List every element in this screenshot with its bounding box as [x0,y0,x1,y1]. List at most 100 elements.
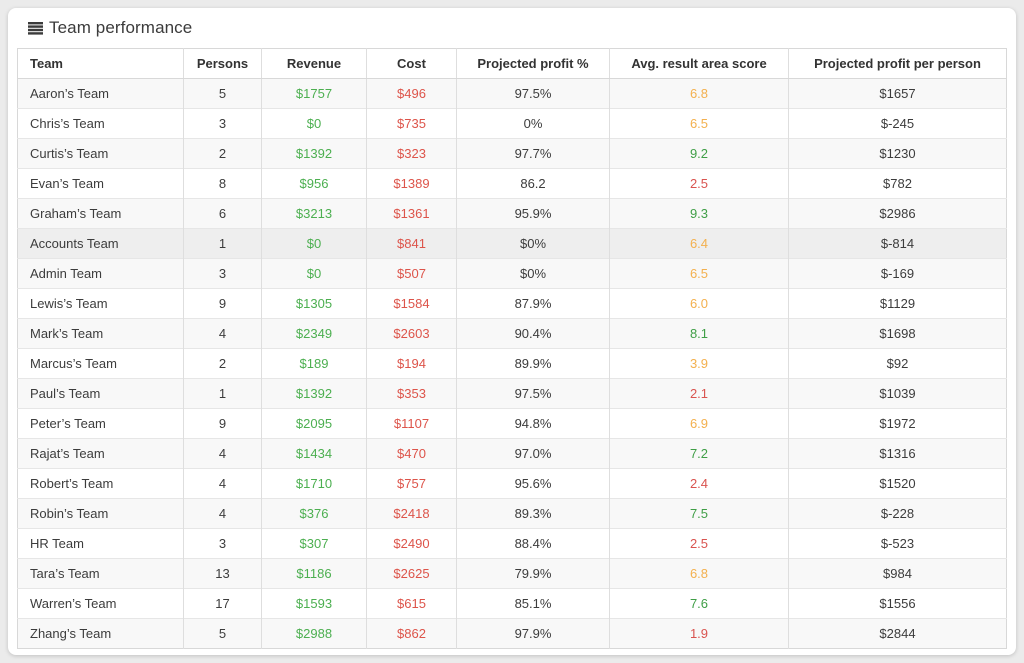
cell-cost: $1389 [366,168,457,199]
cell-team: Chris’s Team [17,108,184,139]
cell-score: 6.4 [609,228,789,259]
cell-revenue: $307 [261,528,367,559]
table-row[interactable]: Aaron’s Team 5 $1757 $496 97.5% 6.8 $1657 [17,78,1007,109]
cell-team: Robert’s Team [17,468,184,499]
cell-revenue: $1186 [261,558,367,589]
table-row[interactable]: Chris’s Team 3 $0 $735 0% 6.5 $-245 [17,108,1007,139]
cell-cost: $2418 [366,498,457,529]
cell-revenue: $1593 [261,588,367,619]
cell-profit_per_person: $-814 [788,228,1007,259]
cell-score: 9.3 [609,198,789,229]
table-row[interactable]: Curtis’s Team 2 $1392 $323 97.7% 9.2 $1230 [17,138,1007,169]
cell-cost: $2490 [366,528,457,559]
column-header-persons[interactable]: Persons [183,48,262,79]
table-row[interactable]: Peter’s Team 9 $2095 $1107 94.8% 6.9 $1972 [17,408,1007,439]
column-header-cost[interactable]: Cost [366,48,457,79]
table-row[interactable]: Warren’s Team 17 $1593 $615 85.1% 7.6 $1556 [17,588,1007,619]
table-row[interactable]: Robin’s Team 4 $376 $2418 89.3% 7.5 $-228 [17,498,1007,529]
cell-team: Evan’s Team [17,168,184,199]
cell-profit_pct: $0% [456,228,610,259]
cell-revenue: $0 [261,228,367,259]
cell-persons: 2 [183,348,262,379]
table-row[interactable]: Marcus’s Team 2 $189 $194 89.9% 3.9 $92 [17,348,1007,379]
cell-revenue: $2988 [261,618,367,649]
table-row[interactable]: HR Team 3 $307 $2490 88.4% 2.5 $-523 [17,528,1007,559]
cell-score: 9.2 [609,138,789,169]
cell-score: 6.0 [609,288,789,319]
cell-team: Aaron’s Team [17,78,184,109]
cell-score: 7.5 [609,498,789,529]
table-row[interactable]: Mark’s Team 4 $2349 $2603 90.4% 8.1 $1698 [17,318,1007,349]
cell-profit_pct: 97.9% [456,618,610,649]
cell-profit_pct: 95.9% [456,198,610,229]
cell-profit_pct: 87.9% [456,288,610,319]
cell-cost: $323 [366,138,457,169]
cell-revenue: $0 [261,258,367,289]
cell-score: 6.5 [609,108,789,139]
team-performance-table: Team Persons Revenue Cost Projected profit %… [17,48,1007,649]
cell-persons: 13 [183,558,262,589]
table-row[interactable]: Lewis’s Team 9 $1305 $1584 87.9% 6.0 $1129 [17,288,1007,319]
cell-score: 2.5 [609,168,789,199]
cell-persons: 3 [183,108,262,139]
table-row[interactable]: Tara’s Team 13 $1186 $2625 79.9% 6.8 $984 [17,558,1007,589]
cell-profit_pct: $0% [456,258,610,289]
cell-cost: $615 [366,588,457,619]
cell-profit_pct: 86.2 [456,168,610,199]
cell-team: HR Team [17,528,184,559]
table-row[interactable]: Paul’s Team 1 $1392 $353 97.5% 2.1 $1039 [17,378,1007,409]
table-row[interactable]: Zhang’s Team 5 $2988 $862 97.9% 1.9 $2844 [17,618,1007,649]
table-header: Team Persons Revenue Cost Projected profit %… [17,48,1007,79]
cell-profit_per_person: $-169 [788,258,1007,289]
cell-score: 2.5 [609,528,789,559]
cell-persons: 9 [183,288,262,319]
cell-cost: $1107 [366,408,457,439]
cell-score: 6.8 [609,558,789,589]
cell-revenue: $189 [261,348,367,379]
cell-persons: 3 [183,528,262,559]
column-header-revenue[interactable]: Revenue [261,48,367,79]
cell-profit_per_person: $1556 [788,588,1007,619]
cell-cost: $1584 [366,288,457,319]
cell-team: Accounts Team [17,228,184,259]
column-header-team[interactable]: Team [17,48,184,79]
cell-persons: 4 [183,468,262,499]
team-performance-card: Team performance Team Persons Revenue Cost P… [8,8,1016,655]
table-row[interactable]: Admin Team 3 $0 $507 $0% 6.5 $-169 [17,258,1007,289]
cell-profit_pct: 97.5% [456,78,610,109]
cell-profit_per_person: $1230 [788,138,1007,169]
table-row[interactable]: Accounts Team 1 $0 $841 $0% 6.4 $-814 [17,228,1007,259]
cell-persons: 1 [183,378,262,409]
cell-profit_pct: 97.0% [456,438,610,469]
cell-score: 7.6 [609,588,789,619]
cell-persons: 8 [183,168,262,199]
cell-profit_pct: 97.7% [456,138,610,169]
cell-team: Lewis’s Team [17,288,184,319]
cell-revenue: $1392 [261,378,367,409]
table-row[interactable]: Graham’s Team 6 $3213 $1361 95.9% 9.3 $2986 [17,198,1007,229]
cell-score: 1.9 [609,618,789,649]
cell-persons: 4 [183,318,262,349]
cell-team: Peter’s Team [17,408,184,439]
table-row[interactable]: Robert’s Team 4 $1710 $757 95.6% 2.4 $1520 [17,468,1007,499]
cell-team: Marcus’s Team [17,348,184,379]
table-row[interactable]: Evan’s Team 8 $956 $1389 86.2 2.5 $782 [17,168,1007,199]
cell-score: 6.5 [609,258,789,289]
cell-team: Robin’s Team [17,498,184,529]
column-header-score[interactable]: Avg. result area score [609,48,789,79]
cell-profit_per_person: $2844 [788,618,1007,649]
cell-team: Curtis’s Team [17,138,184,169]
cell-persons: 5 [183,618,262,649]
cell-profit_pct: 0% [456,108,610,139]
cell-team: Tara’s Team [17,558,184,589]
column-header-profit_per_person[interactable]: Projected profit per person [788,48,1007,79]
table-header-row: Team Persons Revenue Cost Projected profit %… [17,48,1007,79]
cell-profit_per_person: $-245 [788,108,1007,139]
cell-cost: $194 [366,348,457,379]
table-row[interactable]: Rajat’s Team 4 $1434 $470 97.0% 7.2 $1316 [17,438,1007,469]
cell-revenue: $956 [261,168,367,199]
cell-profit_per_person: $1972 [788,408,1007,439]
column-header-profit_pct[interactable]: Projected profit % [456,48,610,79]
cell-persons: 3 [183,258,262,289]
cell-profit_pct: 90.4% [456,318,610,349]
